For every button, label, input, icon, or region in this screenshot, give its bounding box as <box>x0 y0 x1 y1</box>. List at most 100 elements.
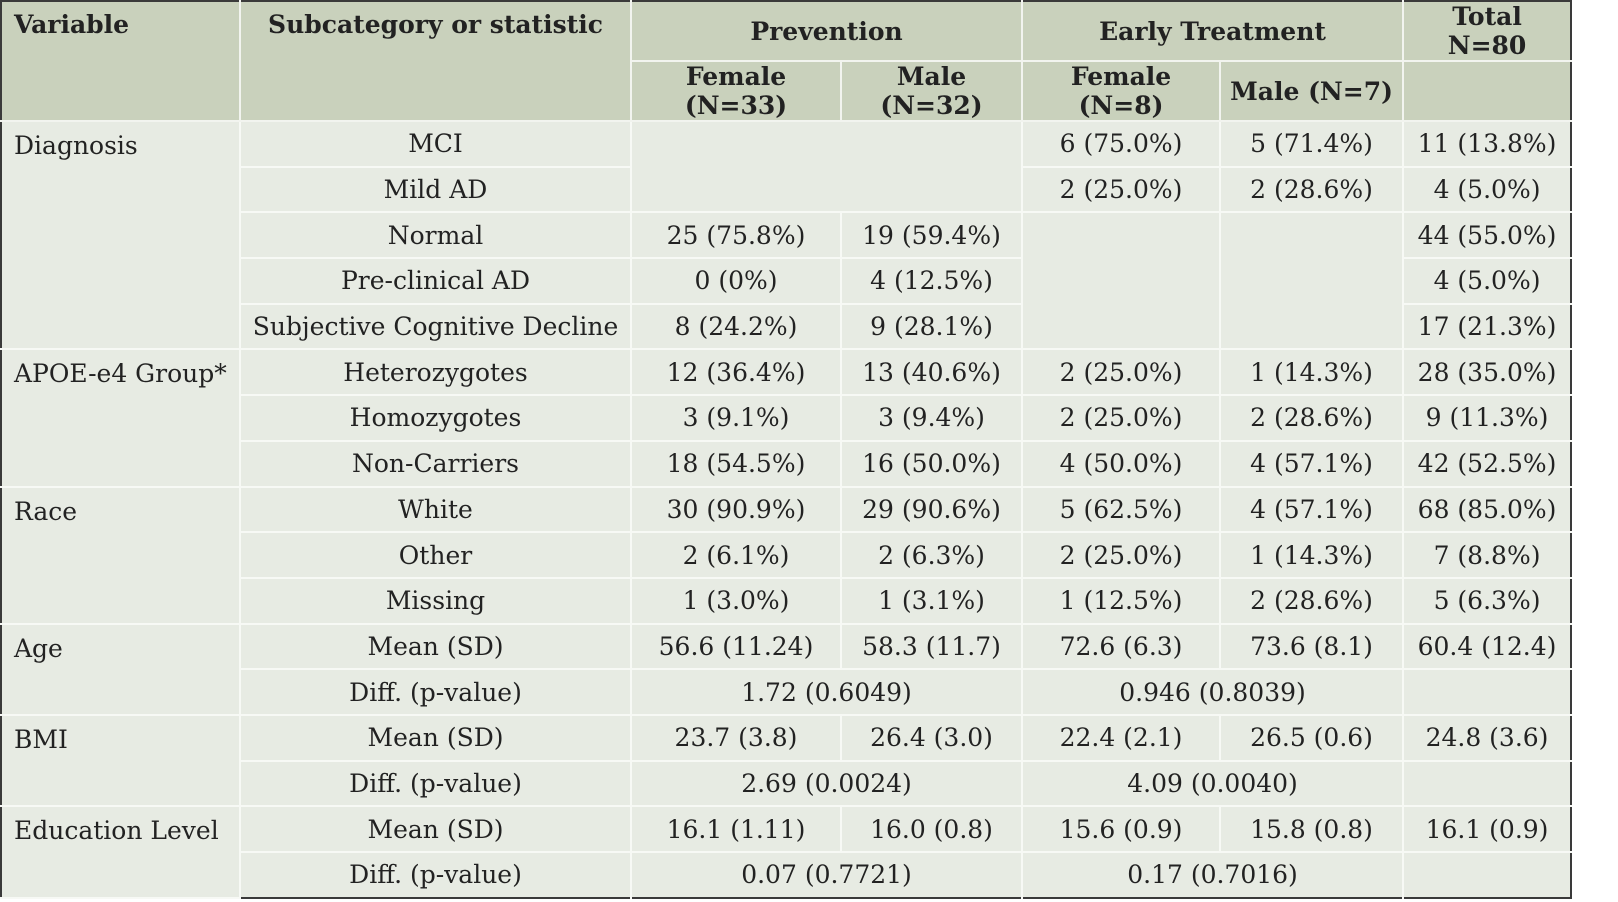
table-row: APOE-e4 Group* Heterozygotes 12 (36.4%) … <box>1 349 1572 488</box>
total-cell: 60.4 (12.4) <box>1403 623 1572 671</box>
header-subcategory: Subcategory or statistic <box>240 1 632 122</box>
data-cell: 2 (6.3%) <box>841 532 1024 579</box>
header-total-blank <box>1403 61 1572 122</box>
data-cell: 4 (57.1%) <box>1220 486 1405 534</box>
total-cell: 9 (11.3%) <box>1403 395 1572 442</box>
table-row: Pre-clinical AD 0 (0%) 4 (12.5%) 4 (5.0%… <box>1 258 1572 305</box>
table-row: Missing 1 (3.0%) 1 (3.1%) 1 (12.5%) 2 (2… <box>1 577 1572 625</box>
subcategory-cell: Diff. (p-value) <box>240 760 632 808</box>
data-cell: 2 (25.0%) <box>1022 166 1222 214</box>
data-cell: 13 (40.6%) <box>841 349 1024 397</box>
data-cell: 5 (62.5%) <box>1022 486 1222 534</box>
diff-cell: 1.72 (0.6049) <box>631 669 1024 716</box>
data-cell: 9 (28.1%) <box>841 303 1024 351</box>
header-total: Total N=80 <box>1403 1 1572 62</box>
subcategory-cell: Heterozygotes <box>240 349 632 397</box>
data-cell: 16.0 (0.8) <box>841 806 1024 853</box>
subcategory-cell: Mean (SD) <box>240 714 632 762</box>
table-row: Diff. (p-value) 1.72 (0.6049) 0.946 (0.8… <box>1 669 1572 716</box>
data-cell: 6 (75.0%) <box>1022 121 1222 168</box>
subcategory-cell: Diff. (p-value) <box>240 669 632 716</box>
data-cell: 12 (36.4%) <box>631 349 842 397</box>
diff-cell: 0.17 (0.7016) <box>1022 852 1405 898</box>
subcategory-cell: Diff. (p-value) <box>240 852 632 898</box>
demographics-table: Variable Subcategory or statistic Preven… <box>0 0 1573 899</box>
diff-cell: 4.09 (0.0040) <box>1022 760 1405 808</box>
subcategory-cell: Non-Carriers <box>240 440 632 488</box>
data-cell: 4 (50.0%) <box>1022 440 1222 488</box>
table-row: BMI Mean (SD) 23.7 (3.8) 26.4 (3.0) 22.4… <box>1 714 1572 808</box>
total-cell: 68 (85.0%) <box>1403 486 1572 534</box>
empty-cell <box>1403 852 1571 898</box>
data-cell: 0 (0%) <box>631 258 842 305</box>
empty-cell <box>1403 669 1572 716</box>
header-early-treatment-male: Male (N=7) <box>1220 61 1405 122</box>
data-cell: 2 (25.0%) <box>1022 395 1222 442</box>
table-row: Diff. (p-value) 2.69 (0.0024) 4.09 (0.00… <box>1 760 1572 808</box>
table-row: Race White 30 (90.9%) 29 (90.6%) 5 (62.5… <box>1 486 1572 625</box>
data-cell: 2 (6.1%) <box>631 532 842 579</box>
table-row: Mild AD 2 (25.0%) 2 (28.6%) 4 (5.0%) <box>1 166 1572 214</box>
subcategory-cell: Other <box>240 532 632 579</box>
data-cell: 25 (75.8%) <box>631 212 842 260</box>
subcategory-cell: Mean (SD) <box>240 806 632 853</box>
total-cell: 44 (55.0%) <box>1403 212 1572 260</box>
subcategory-cell: White <box>240 486 632 534</box>
data-cell: 18 (54.5%) <box>631 440 842 488</box>
empty-cell <box>1403 760 1572 808</box>
total-cell: 5 (6.3%) <box>1403 577 1572 625</box>
variable-apoe: APOE-e4 Group* <box>1 349 241 488</box>
table-row: Diagnosis MCI 6 (75.0%) 5 (71.4%) 11 (13… <box>1 121 1572 351</box>
data-cell: 8 (24.2%) <box>631 303 842 351</box>
subcategory-cell: Normal <box>240 212 632 260</box>
empty-cell <box>1022 212 1222 351</box>
subcategory-cell: Pre-clinical AD <box>240 258 632 305</box>
data-cell: 26.4 (3.0) <box>841 714 1024 762</box>
variable-race: Race <box>1 486 241 625</box>
subcategory-cell: Missing <box>240 577 632 625</box>
table-body: Diagnosis MCI 6 (75.0%) 5 (71.4%) 11 (13… <box>1 121 1572 899</box>
data-cell: 30 (90.9%) <box>631 486 842 534</box>
data-cell: 72.6 (6.3) <box>1022 623 1222 671</box>
header-early-treatment: Early Treatment <box>1022 1 1405 62</box>
data-cell: 16.1 (1.11) <box>631 806 842 853</box>
total-cell: 4 (5.0%) <box>1403 166 1572 214</box>
subcategory-cell: Homozygotes <box>240 395 632 442</box>
table-row: Homozygotes 3 (9.1%) 3 (9.4%) 2 (25.0%) … <box>1 395 1572 442</box>
empty-cell <box>631 121 1024 214</box>
data-cell: 15.6 (0.9) <box>1022 806 1222 853</box>
data-cell: 15.8 (0.8) <box>1220 806 1405 853</box>
header-row-2: Female (N=33) Male (N=32) Female (N=8) M… <box>1 61 1572 122</box>
table-row: Age Mean (SD) 56.6 (11.24) 58.3 (11.7) 7… <box>1 623 1572 716</box>
data-cell: 73.6 (8.1) <box>1220 623 1405 671</box>
total-cell: 28 (35.0%) <box>1403 349 1572 397</box>
data-cell: 3 (9.4%) <box>841 395 1024 442</box>
data-cell: 5 (71.4%) <box>1220 121 1405 168</box>
header-prevention-male: Male (N=32) <box>841 61 1024 122</box>
data-cell: 1 (3.1%) <box>841 577 1024 625</box>
data-cell: 2 (28.6%) <box>1220 395 1405 442</box>
subcategory-cell: MCI <box>240 121 632 168</box>
subcategory-cell: Mean (SD) <box>240 623 632 671</box>
data-cell: 2 (28.6%) <box>1220 166 1405 214</box>
empty-cell <box>1220 212 1405 351</box>
table-row: Other 2 (6.1%) 2 (6.3%) 2 (25.0%) 1 (14.… <box>1 532 1572 579</box>
total-cell: 16.1 (0.9) <box>1403 806 1572 853</box>
subcategory-cell: Subjective Cognitive Decline <box>240 303 632 351</box>
table-row: Diff. (p-value) 0.07 (0.7721) 0.17 (0.70… <box>1 852 1571 898</box>
data-cell: 1 (12.5%) <box>1022 577 1222 625</box>
variable-bmi: BMI <box>1 714 241 808</box>
table-header: Variable Subcategory or statistic Preven… <box>1 1 1572 122</box>
table-row: Subjective Cognitive Decline 8 (24.2%) 9… <box>1 303 1572 351</box>
total-cell: 17 (21.3%) <box>1403 303 1572 351</box>
header-row-1: Variable Subcategory or statistic Preven… <box>1 1 1572 122</box>
header-early-treatment-female: Female (N=8) <box>1022 61 1222 122</box>
diff-cell: 0.07 (0.7721) <box>631 852 1024 898</box>
data-cell: 2 (25.0%) <box>1022 532 1222 579</box>
subcategory-cell: Mild AD <box>240 166 632 214</box>
data-cell: 26.5 (0.6) <box>1220 714 1405 762</box>
header-variable: Variable <box>1 1 241 122</box>
data-cell: 3 (9.1%) <box>631 395 842 442</box>
table-row: Normal 25 (75.8%) 19 (59.4%) 44 (55.0%) <box>1 212 1572 351</box>
variable-age: Age <box>1 623 241 716</box>
